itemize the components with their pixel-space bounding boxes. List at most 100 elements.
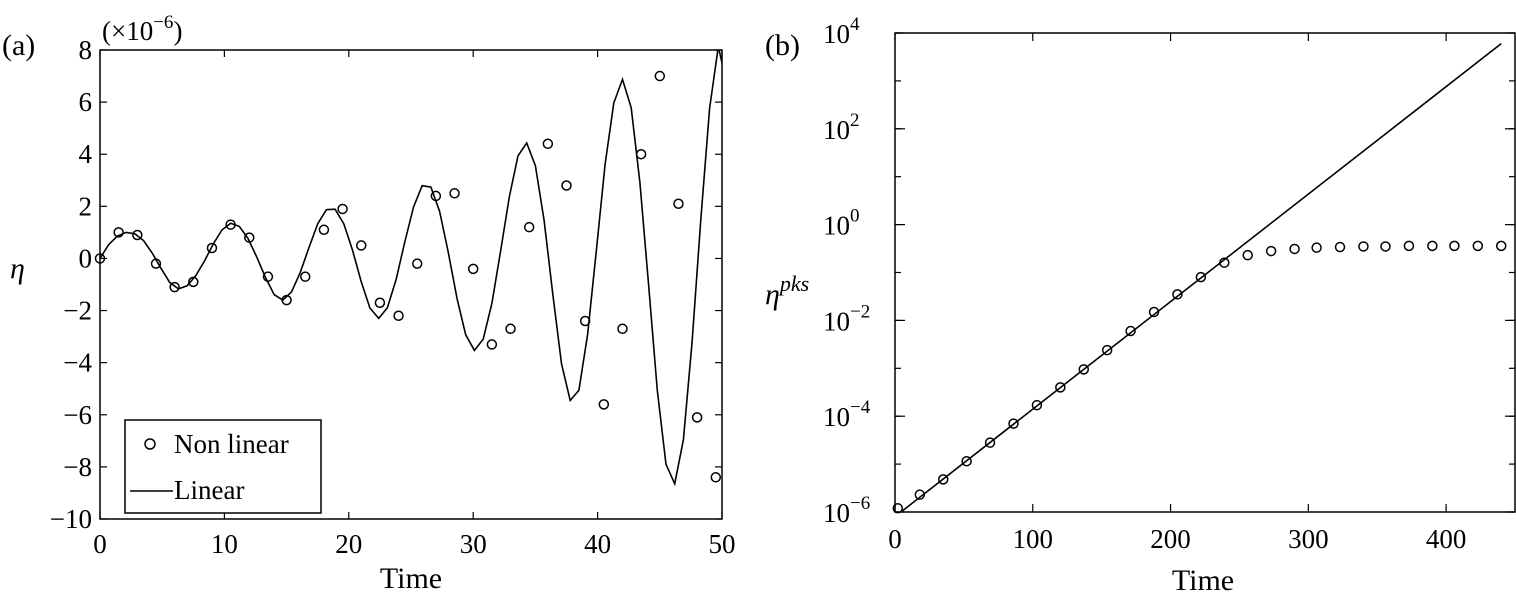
nonlinear-point — [635, 148, 647, 160]
panel-a-y-multiplier-base: (×10 — [102, 16, 153, 46]
x-tick-label: 40 — [584, 529, 611, 559]
nonlinear-point — [1219, 257, 1230, 268]
nonlinear-point — [1148, 306, 1160, 318]
nonlinear-point — [1472, 240, 1484, 252]
nonlinear-point — [914, 489, 926, 500]
nonlinear-point — [1125, 325, 1136, 337]
nonlinear-point — [337, 203, 348, 215]
nonlinear-point — [1289, 243, 1300, 255]
y-tick-label: −10 — [50, 504, 92, 534]
nonlinear-point — [1101, 344, 1113, 356]
panel-a-frame — [99, 49, 723, 520]
panel-b-label: (b) — [765, 29, 800, 62]
nonlinear-point — [1242, 249, 1253, 261]
x-tick-label: 30 — [460, 529, 487, 559]
nonlinear-point — [1495, 240, 1507, 252]
y-tick-label: 10−6 — [823, 493, 870, 528]
y-tick-label: 104 — [823, 14, 860, 49]
nonlinear-point — [579, 315, 591, 327]
nonlinear-point — [542, 138, 554, 150]
nonlinear-point — [225, 219, 236, 230]
y-tick-label: −8 — [63, 452, 92, 482]
panel-b-x-ticks: 0 100 200 300 400 — [888, 33, 1466, 554]
nonlinear-point — [1055, 382, 1066, 393]
legend-circle-marker — [144, 438, 156, 450]
x-tick-label: 400 — [1426, 524, 1467, 554]
y-tick-label: 8 — [79, 35, 93, 65]
panel-a-label: (a) — [2, 29, 35, 62]
nonlinear-point — [1008, 418, 1019, 429]
nonlinear-point — [300, 271, 311, 282]
panel-a-y-multiplier: (×10−6) — [102, 12, 182, 46]
panel-b-y-ticks: 104 102 100 10−2 10−4 10−6 — [823, 14, 1515, 528]
nonlinear-point — [937, 474, 949, 485]
nonlinear-point — [188, 276, 199, 288]
x-tick-label: 100 — [1013, 524, 1054, 554]
nonlinear-point — [355, 240, 367, 251]
nonlinear-point — [1195, 271, 1207, 283]
linear-series-line — [100, 50, 722, 487]
nonlinear-point — [206, 242, 218, 254]
y-tick-label: 10−2 — [823, 301, 870, 336]
x-tick-label: 200 — [1150, 524, 1191, 554]
panel-a-y-multiplier-exp: −6 — [153, 12, 173, 33]
nonlinear-point — [262, 271, 274, 282]
nonlinear-point — [467, 263, 479, 275]
nonlinear-point — [1427, 240, 1438, 252]
y-tick-label: 6 — [79, 87, 93, 117]
x-tick-label: 20 — [335, 529, 362, 559]
y-tick-label: −4 — [63, 348, 92, 378]
panel-a-plot-area — [94, 50, 722, 487]
nonlinear-point — [150, 258, 162, 269]
nonlinear-point — [505, 323, 516, 335]
x-tick-label: 10 — [211, 529, 238, 559]
nonlinear-point — [411, 258, 423, 269]
nonlinear-point — [430, 190, 442, 202]
y-tick-label: 2 — [79, 191, 93, 221]
x-tick-label: 0 — [93, 529, 107, 559]
panel-b-y-label-sup: pks — [778, 271, 809, 296]
y-tick-label: 100 — [823, 206, 860, 241]
y-tick-label: −2 — [63, 296, 92, 326]
legend-item-non-linear: Non linear — [174, 429, 289, 459]
panel-a-x-label: Time — [380, 562, 442, 595]
panel-a-y-multiplier-close: ) — [173, 16, 182, 46]
panel-b-y-label-base: η — [765, 278, 780, 311]
nonlinear-point — [654, 70, 666, 82]
nonlinear-point — [244, 232, 255, 243]
nonlinear-point — [673, 198, 684, 209]
y-tick-label: 102 — [823, 110, 860, 145]
panel-b-plot-area — [892, 42, 1507, 514]
legend: Non linear Linear — [124, 419, 322, 514]
nonlinear-point — [961, 455, 972, 467]
nonlinear-point — [1449, 240, 1460, 252]
y-tick-label: 0 — [79, 243, 93, 273]
nonlinear-point — [449, 188, 460, 199]
legend-box — [124, 419, 322, 514]
nonlinear-point — [1380, 241, 1391, 252]
x-tick-label: 0 — [888, 524, 902, 554]
nonlinear-point — [710, 472, 722, 483]
x-tick-label: 50 — [709, 529, 736, 559]
nonlinear-point — [1265, 245, 1277, 257]
nonlinear-point — [113, 227, 124, 238]
panel-a-y-ticks: 8 6 4 2 0 −2 −4 −6 −8 −10 — [50, 35, 722, 534]
nonlinear-point — [561, 180, 572, 191]
nonlinear-point — [523, 221, 535, 233]
nonlinear-point — [486, 339, 498, 350]
y-tick-label: −6 — [63, 400, 92, 430]
nonlinear-point — [1031, 399, 1043, 411]
nonlinear-point — [318, 224, 330, 236]
nonlinear-point — [1172, 289, 1183, 300]
nonlinear-point — [1078, 364, 1090, 375]
panel-b: (b) ηpks 104 102 100 10−2 10−4 10−6 0 100 200 30… — [765, 14, 1516, 597]
y-tick-label: 10−4 — [823, 397, 871, 432]
nonlinear-point — [1403, 240, 1415, 252]
nonlinear-point — [374, 297, 386, 308]
legend-item-linear: Linear — [174, 475, 244, 505]
nonlinear-point — [132, 229, 143, 241]
x-tick-label: 300 — [1288, 524, 1329, 554]
panel-b-y-label: ηpks — [765, 271, 809, 311]
nonlinear-point — [984, 437, 996, 448]
